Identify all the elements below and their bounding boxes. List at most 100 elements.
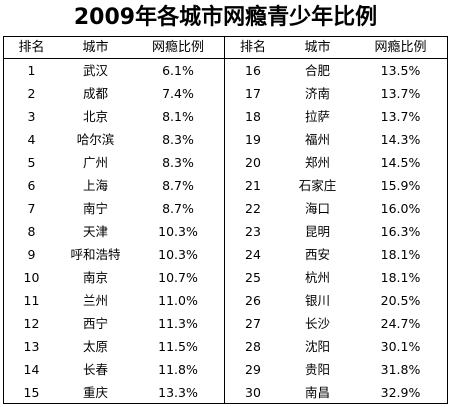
table-cell-rank: 9 [27, 247, 36, 262]
table-cell-pct: 10.7% [158, 270, 198, 285]
table-cell-city: 兰州 [82, 293, 108, 308]
table-cell-city: 济南 [304, 86, 330, 101]
table-cell-city: 广州 [82, 155, 108, 170]
table-cell-pct: 8.3% [162, 132, 194, 147]
table-cell-city: 南昌 [304, 385, 330, 400]
table-cell-pct: 8.3% [162, 155, 194, 170]
table-cell-pct: 16.3% [380, 224, 421, 239]
table-cell-rank: 8 [27, 224, 36, 239]
table-cell-city: 昆明 [304, 224, 330, 239]
table-cell-city: 郑州 [304, 155, 330, 170]
table-cell-rank: 20 [245, 155, 261, 170]
table-cell-rank: 29 [245, 362, 261, 377]
table-cell-city: 成都 [82, 86, 108, 101]
table-cell-city: 呼和浩特 [70, 247, 121, 262]
table-cell-rank: 1 [27, 63, 36, 78]
table-cell-pct: 10.3% [158, 247, 198, 262]
table-cell-city: 海口 [304, 201, 330, 216]
table-cell-city: 长沙 [304, 316, 330, 331]
table-cell-city: 拉萨 [304, 109, 330, 124]
table-cell-city: 西安 [304, 247, 330, 262]
table-cell-city: 长春 [82, 362, 108, 377]
table-cell-city: 南宁 [82, 201, 108, 216]
table-cell-pct: 13.7% [380, 109, 421, 124]
table-cell-rank: 19 [245, 132, 261, 147]
table-cell-rank: 15 [23, 385, 40, 400]
table-cell-city: 上海 [82, 178, 108, 193]
column-header-rank: 排名 [18, 40, 45, 55]
table-cell-rank: 4 [27, 132, 36, 147]
table-cell-pct: 13.5% [380, 63, 421, 78]
chart-title: 2009年各城市网瘾青少年比例 [73, 5, 378, 30]
table-cell-pct: 8.7% [162, 201, 194, 216]
table-cell-city: 合肥 [304, 63, 330, 78]
table-cell-rank: 28 [245, 339, 261, 354]
table-cell-rank: 6 [27, 178, 36, 193]
table-cell-rank: 3 [27, 109, 36, 124]
table-cell-rank: 18 [245, 109, 261, 124]
table-cell-rank: 2 [27, 86, 36, 101]
table-cell-pct: 13.3% [158, 385, 198, 400]
table-cell-city: 银川 [304, 293, 330, 308]
table-cell-pct: 20.5% [380, 293, 421, 308]
column-header-city: 城市 [82, 40, 109, 55]
table-cell-pct: 18.1% [380, 247, 421, 262]
table-cell-rank: 12 [23, 316, 40, 331]
table-cell-pct: 14.3% [380, 132, 421, 147]
table-cell-rank: 10 [23, 270, 40, 285]
table-cell-pct: 8.7% [162, 178, 194, 193]
table-cell-pct: 13.7% [380, 86, 421, 101]
table-cell-city: 石家庄 [298, 178, 337, 193]
column-header-pct: 网瘾比例 [151, 40, 204, 55]
table-cell-rank: 7 [27, 201, 36, 216]
table-cell-pct: 32.9% [380, 385, 421, 400]
table-cell-pct: 6.1% [162, 63, 194, 78]
table-cell-city: 北京 [82, 109, 108, 124]
table-cell-pct: 31.8% [380, 362, 421, 377]
table-cell-city: 武汉 [82, 63, 108, 78]
table-cell-city: 杭州 [304, 270, 330, 285]
table-cell-rank: 27 [245, 316, 261, 331]
table-cell-pct: 14.5% [380, 155, 421, 170]
table-cell-rank: 16 [245, 63, 261, 78]
table-cell-rank: 23 [245, 224, 261, 239]
table-cell-rank: 5 [27, 155, 36, 170]
table-cell-pct: 10.3% [158, 224, 198, 239]
column-header-city: 城市 [304, 40, 331, 55]
table-cell-city: 南京 [82, 270, 108, 285]
table-cell-city: 哈尔滨 [76, 132, 115, 147]
table-cell-rank: 25 [245, 270, 261, 285]
table-cell-pct: 11.5% [158, 339, 198, 354]
table-cell-pct: 24.7% [380, 316, 421, 331]
table-cell-pct: 16.0% [380, 201, 421, 216]
table-cell-rank: 24 [245, 247, 261, 262]
column-header-rank: 排名 [239, 40, 266, 55]
table-cell-city: 太原 [82, 339, 108, 354]
table-cell-rank: 11 [23, 293, 40, 308]
table-cell-pct: 15.9% [380, 178, 421, 193]
column-header-pct: 网瘾比例 [374, 40, 427, 55]
table-cell-rank: 30 [245, 385, 261, 400]
header-divider [3, 58, 448, 59]
table-cell-city: 福州 [304, 132, 330, 147]
table-cell-rank: 22 [245, 201, 261, 216]
table-cell-rank: 14 [23, 362, 40, 377]
table-cell-pct: 11.3% [158, 316, 198, 331]
table-cell-pct: 7.4% [162, 86, 194, 101]
table-cell-city: 西宁 [82, 316, 108, 331]
table-cell-pct: 30.1% [380, 339, 421, 354]
block-divider [224, 36, 225, 404]
table-cell-rank: 21 [245, 178, 261, 193]
table-cell-rank: 26 [245, 293, 261, 308]
table-cell-pct: 11.8% [158, 362, 198, 377]
table-cell-pct: 11.0% [158, 293, 198, 308]
table-cell-city: 重庆 [82, 385, 108, 400]
table-cell-city: 贵阳 [304, 362, 330, 377]
table-cell-pct: 18.1% [380, 270, 421, 285]
table-cell-city: 沈阳 [304, 339, 330, 354]
table-cell-rank: 13 [23, 339, 40, 354]
table-cell-city: 天津 [82, 224, 108, 239]
table-frame [3, 36, 448, 404]
table-cell-rank: 17 [245, 86, 261, 101]
table-cell-pct: 8.1% [162, 109, 194, 124]
